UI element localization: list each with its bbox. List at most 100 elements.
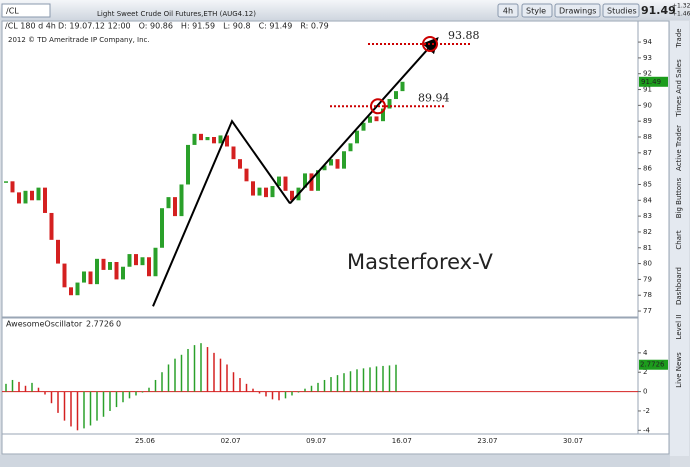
candle (101, 258, 106, 270)
side-tab[interactable]: Big Buttons (675, 177, 683, 218)
copyright: 2012 © TD Ameritrade IP Company, Inc. (8, 36, 150, 44)
candle (400, 81, 405, 92)
period[interactable]: 4h (503, 7, 513, 16)
y-tick-label: 79 (643, 275, 652, 283)
y-tick-label: 89 (643, 117, 652, 125)
candle (283, 176, 288, 191)
y-tick-label: -4 (643, 426, 651, 434)
candle (257, 187, 262, 196)
candle (82, 271, 86, 283)
y-tick-label: 77 (643, 307, 652, 315)
candle (264, 187, 268, 198)
toolbar-button-label[interactable]: Studies (607, 7, 637, 16)
candle (30, 190, 34, 201)
y-tick-label: 80 (643, 260, 652, 268)
toolbar-button-label[interactable]: Drawings (559, 7, 596, 16)
header-field: C: 91.49 (259, 22, 293, 31)
toolbar-button[interactable] (602, 3, 640, 18)
candle (140, 257, 145, 266)
y-tick-label: 86 (643, 165, 652, 173)
candle (244, 168, 249, 182)
y-tick-label: 85 (643, 180, 652, 188)
header-field: L: 90.8 (223, 22, 251, 31)
candle (192, 133, 197, 145)
y-tick-label: 92 (643, 70, 652, 78)
symbol[interactable]: /CL (6, 7, 19, 16)
candle (179, 184, 184, 217)
candle (238, 159, 242, 169)
candle (251, 181, 255, 196)
time-axis (1, 433, 670, 455)
x-tick-label: 02.07 (221, 437, 241, 445)
header-field: R: 0.79 (300, 22, 328, 31)
side-tab[interactable]: Dashboard (675, 267, 683, 305)
toolbar-button-label[interactable]: Style (526, 7, 546, 16)
period-button[interactable] (497, 3, 519, 18)
candle (147, 257, 151, 277)
trend-line (152, 119, 291, 307)
y-tick-label: 78 (643, 291, 652, 299)
y-tick-label: 81 (643, 244, 652, 252)
candle (374, 116, 379, 122)
y-tick-label: 84 (643, 196, 652, 204)
candle (205, 137, 210, 141)
trend-arrow (289, 36, 439, 205)
candle (381, 108, 385, 122)
oscillator-value: 2.7726 (86, 320, 114, 329)
candle (75, 282, 80, 296)
oscillator-pane (1, 317, 639, 435)
last-price-flag (639, 76, 668, 87)
header-field: H: 91.59 (181, 22, 215, 31)
side-tab[interactable]: Level II (675, 315, 683, 340)
y-tick-label: 83 (643, 212, 652, 220)
y-tick-label: 88 (643, 133, 652, 141)
y-tick-label: 91 (643, 86, 652, 94)
header-field: D: 19.07.12 12:00 (58, 22, 131, 31)
side-tab[interactable]: Live News (675, 352, 683, 388)
candle (277, 176, 281, 187)
toolbar-button[interactable] (521, 3, 553, 18)
header-field: O: 90.86 (139, 22, 173, 31)
x-tick-label: 30.07 (563, 437, 583, 445)
candle (348, 143, 353, 152)
toolbar-button[interactable] (554, 3, 601, 18)
oscillator-flag-label: 2.7726 (640, 361, 665, 369)
candle (166, 197, 171, 209)
candle (127, 254, 132, 267)
symbol-box[interactable] (1, 3, 51, 18)
y-tick-label: 94 (643, 38, 652, 46)
candle (290, 190, 294, 201)
x-tick-label: 09.07 (306, 437, 326, 445)
y-tick-label: 2 (643, 368, 647, 376)
oscillator-zero: 0 (116, 320, 121, 329)
oscillator-name: AwesomeOscillator (6, 320, 83, 329)
candle (355, 130, 359, 144)
x-tick-label: 23.07 (477, 437, 497, 445)
candle (322, 165, 327, 171)
candle (17, 192, 21, 204)
side-tab[interactable]: Active Trader (675, 125, 683, 171)
candle (36, 187, 41, 201)
candle (212, 137, 216, 144)
candle (225, 135, 229, 147)
candle (4, 181, 8, 183)
side-tab[interactable]: Trade (675, 28, 683, 48)
candle (394, 91, 398, 100)
candle (199, 133, 203, 141)
y-tick-label: 4 (643, 349, 648, 357)
side-tab[interactable]: Times And Sales (675, 59, 683, 118)
level-circle (370, 98, 386, 115)
candle (303, 173, 307, 188)
candle (95, 258, 99, 285)
candle (108, 261, 112, 270)
chart-settings: /CL 180 d 4h (5, 22, 56, 31)
side-tab[interactable]: Chart (675, 230, 683, 249)
x-tick-label: 25.06 (135, 437, 156, 445)
candle (368, 116, 372, 123)
annotation: Masterforex-V (347, 250, 493, 274)
y-tick-label: 82 (643, 228, 652, 236)
level-label: 89.94 (418, 91, 450, 104)
candle (218, 135, 223, 144)
y-tick-label: 0 (643, 388, 647, 396)
candle (387, 99, 392, 109)
